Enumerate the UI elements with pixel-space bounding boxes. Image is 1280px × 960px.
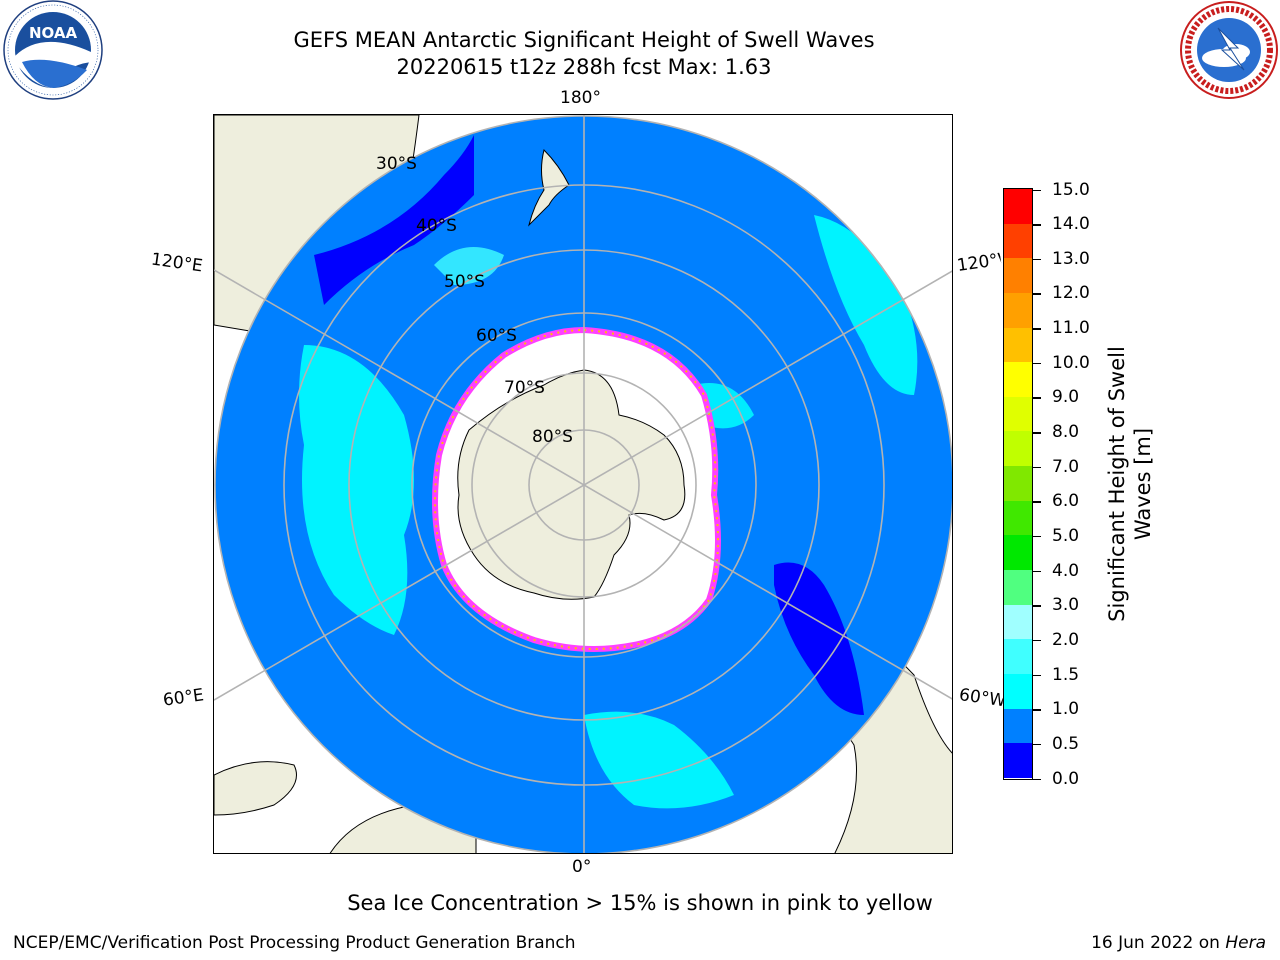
colorbar-tick-label: 6.0 — [1052, 491, 1080, 512]
colorbar-segment — [1004, 639, 1032, 674]
noaa-logo: NOAA — [2, 0, 104, 100]
map-panel: 30°S 40°S 50°S 60°S 70°S 80°S — [213, 114, 953, 854]
colorbar-tick — [1033, 466, 1041, 469]
lon-label-120e: 120°E — [149, 249, 204, 277]
footer-credit: NCEP/EMC/Verification Post Processing Pr… — [13, 933, 576, 953]
colorbar-tick — [1033, 432, 1041, 434]
colorbar-tick — [1033, 605, 1041, 607]
colorbar-tick-label: 0.5 — [1052, 733, 1080, 754]
colorbar-tick — [1033, 570, 1041, 573]
colorbar-tick — [1033, 397, 1041, 399]
colorbar-tick-label: 12.0 — [1052, 283, 1090, 304]
colorbar-segment — [1004, 292, 1032, 328]
colorbar-tick — [1033, 535, 1041, 538]
lat-label-40s: 40°S — [416, 216, 457, 236]
page-subtitle: 20220615 t12z 288h fcst Max: 1.63 — [396, 55, 772, 79]
lon-label-60w: 60°W — [957, 685, 1005, 711]
colorbar-tick-label: 7.0 — [1052, 456, 1080, 477]
colorbar-segment — [1004, 189, 1032, 224]
colorbar-title-line2: Waves [m] — [1131, 427, 1155, 541]
colorbar-tick — [1033, 293, 1041, 295]
colorbar-tick-label: 1.5 — [1052, 664, 1080, 685]
colorbar-segment — [1004, 570, 1032, 605]
colorbar-tick-label: 8.0 — [1052, 422, 1080, 443]
colorbar-tick — [1033, 189, 1041, 191]
footer-date: 16 Jun 2022 on — [1091, 933, 1226, 953]
colorbar-tick-label: 5.0 — [1052, 525, 1080, 546]
colorbar-segment — [1004, 708, 1032, 744]
colorbar-tick — [1033, 362, 1041, 365]
colorbar-tick — [1033, 224, 1041, 226]
colorbar-tick — [1033, 778, 1041, 780]
colorbar-tick — [1033, 328, 1041, 330]
colorbar-title-line1: Significant Height of Swell — [1105, 346, 1129, 622]
noaa-logo-text: NOAA — [29, 24, 78, 42]
colorbar-tick-label: 9.0 — [1052, 387, 1080, 408]
colorbar — [1003, 188, 1033, 780]
colorbar-tick-label: 2.0 — [1052, 629, 1080, 650]
colorbar-tick — [1033, 501, 1041, 503]
colorbar-segment — [1004, 327, 1032, 363]
polar-map: 30°S 40°S 50°S 60°S 70°S 80°S — [214, 115, 952, 853]
colorbar-segment — [1004, 604, 1032, 640]
nws-logo — [1178, 0, 1280, 100]
colorbar-tick-label: 1.0 — [1052, 699, 1080, 720]
lon-label-0: 0° — [572, 857, 592, 877]
page-title: GEFS MEAN Antarctic Significant Height o… — [293, 28, 875, 52]
caption: Sea Ice Concentration > 15% is shown in … — [347, 891, 933, 915]
colorbar-tick-label: 11.0 — [1052, 318, 1090, 339]
colorbar-tick-label: 15.0 — [1052, 179, 1090, 200]
colorbar-segment — [1004, 223, 1032, 259]
colorbar-segment — [1004, 535, 1032, 571]
colorbar-tick — [1033, 639, 1041, 642]
colorbar-segment — [1004, 743, 1032, 778]
colorbar-tick-label: 4.0 — [1052, 560, 1080, 581]
lon-label-60e: 60°E — [161, 685, 206, 711]
lat-label-30s: 30°S — [376, 154, 417, 174]
lat-label-50s: 50°S — [444, 272, 485, 292]
footer-host: Hera — [1225, 933, 1266, 953]
colorbar-tick-label: 3.0 — [1052, 595, 1080, 616]
colorbar-tick-label: 14.0 — [1052, 214, 1090, 235]
colorbar-segment — [1004, 673, 1032, 709]
colorbar-tick — [1033, 709, 1041, 711]
colorbar-segment — [1004, 500, 1032, 536]
footer-timestamp: 16 Jun 2022 on Hera — [1091, 933, 1266, 953]
colorbar-tick-label: 13.0 — [1052, 248, 1090, 269]
colorbar-segment — [1004, 431, 1032, 467]
colorbar-tick — [1033, 258, 1041, 261]
colorbar-title: Significant Height of Swell Waves [m] — [1104, 304, 1156, 664]
lat-label-70s: 70°S — [504, 378, 545, 398]
colorbar-segment — [1004, 396, 1032, 432]
colorbar-tick — [1033, 743, 1041, 746]
colorbar-segment — [1004, 362, 1032, 397]
lat-label-60s: 60°S — [476, 326, 517, 346]
lat-label-80s: 80°S — [532, 427, 573, 447]
colorbar-tick-label: 0.0 — [1052, 768, 1080, 789]
lon-label-180: 180° — [560, 88, 601, 108]
colorbar-segment — [1004, 258, 1032, 293]
colorbar-tick — [1033, 674, 1041, 677]
colorbar-segment — [1004, 466, 1032, 501]
graticule — [214, 115, 952, 853]
colorbar-tick-label: 10.0 — [1052, 352, 1090, 373]
lon-label-120w: 120°W — [955, 250, 1003, 276]
